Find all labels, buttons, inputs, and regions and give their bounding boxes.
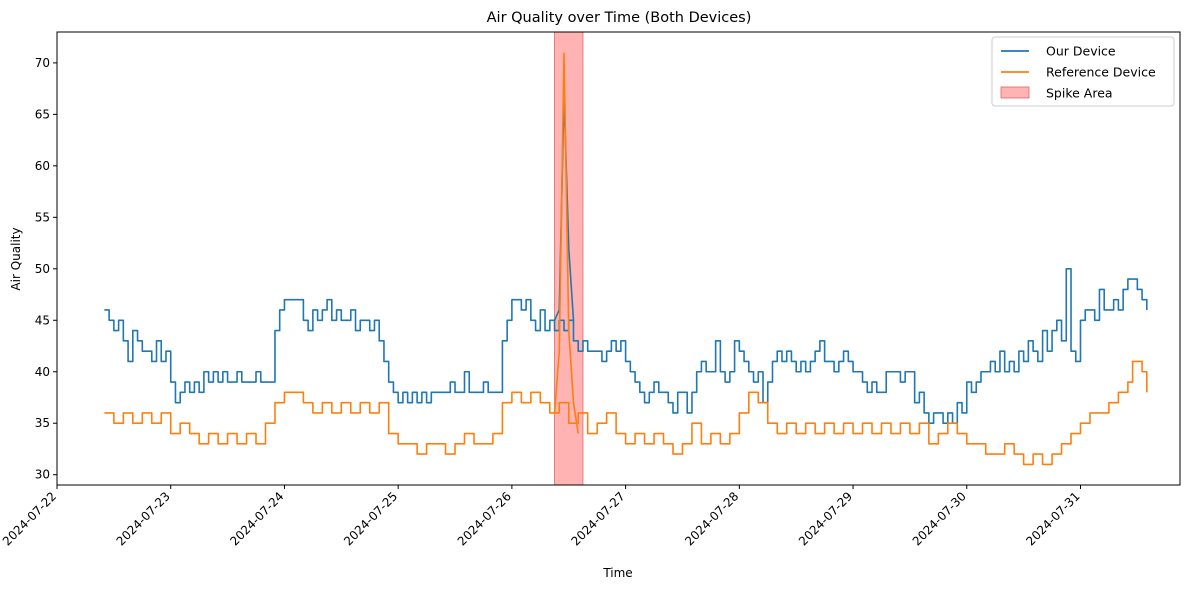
legend-label: Our Device: [1046, 44, 1116, 59]
y-tick-label: 70: [35, 56, 50, 70]
legend: Our Device Reference Device Spike Area: [991, 36, 1175, 107]
y-axis-label: Air Quality: [9, 227, 23, 290]
x-tick-label: 2024-07-28: [682, 489, 741, 548]
plot-area: 30 35 40 45 50 55 60 65 70 2024-07-22 2024-07-23 20…: [0, 31, 1181, 548]
y-tick-label: 50: [35, 262, 50, 276]
axes-frame: [56, 31, 1181, 486]
x-tick-label: 2024-07-27: [569, 489, 628, 548]
y-tick-label: 65: [35, 107, 50, 121]
series-line-our-device: [104, 268, 1148, 425]
legend-box: [991, 36, 1175, 107]
y-tick-label: 60: [35, 159, 50, 173]
x-tick-label: 2024-07-31: [1023, 489, 1082, 548]
x-tick-label: 2024-07-22: [0, 489, 59, 548]
spike-peak-reference-device: [553, 52, 580, 434]
x-tick-label: 2024-07-25: [341, 489, 400, 548]
x-tick-label: 2024-07-29: [796, 489, 855, 548]
y-tick-label: 30: [35, 468, 50, 482]
chart-title: Air Quality over Time (Both Devices): [487, 10, 752, 26]
x-tick-label: 2024-07-23: [114, 489, 173, 548]
y-tick-label: 55: [35, 210, 50, 224]
y-tick-label: 35: [35, 416, 50, 430]
x-tick-label: 2024-07-30: [910, 489, 969, 548]
y-tick-label: 45: [35, 313, 50, 327]
legend-swatch: [1000, 86, 1030, 99]
series-line-reference-device: [104, 360, 1148, 466]
legend-label: Reference Device: [1046, 65, 1156, 80]
x-tick-label: 2024-07-26: [455, 489, 514, 548]
legend-label: Spike Area: [1046, 86, 1113, 101]
x-axis-label: Time: [602, 566, 632, 580]
x-tick-label: 2024-07-24: [227, 489, 286, 548]
y-tick-label: 40: [35, 365, 50, 379]
